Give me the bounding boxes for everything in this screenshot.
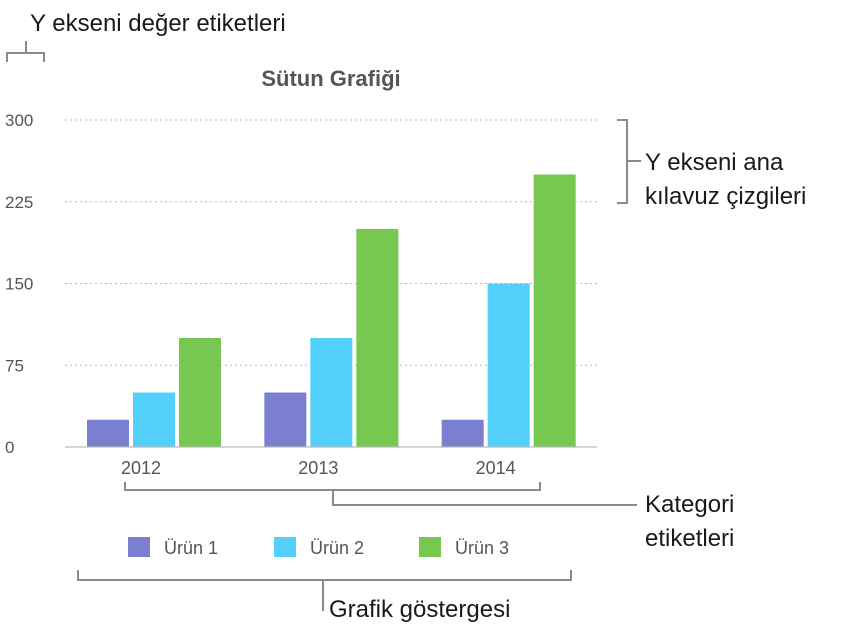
legend-label-series-1: Ürün 1 (164, 538, 218, 558)
bar-2012-series-3 (179, 338, 221, 447)
y-tick-label: 225 (5, 193, 33, 212)
legend-swatch-series-1 (128, 537, 150, 557)
legend-swatch-series-2 (274, 537, 296, 557)
bar-2014-series-1 (441, 419, 484, 447)
callout-legend-bracket (77, 570, 572, 611)
category-label: 2012 (121, 458, 161, 478)
legend-label-series-2: Ürün 2 (310, 538, 364, 558)
x-axis-category-labels: 2012 2013 2014 (121, 458, 516, 478)
bar-2013-series-2 (310, 338, 353, 447)
bar-2014-series-2 (487, 283, 530, 447)
category-label: 2014 (476, 458, 516, 478)
callout-gridlines-line1: Y ekseni ana (645, 149, 784, 176)
chart-title: Sütun Grafiği (261, 66, 400, 91)
legend-label-series-3: Ürün 3 (455, 538, 509, 558)
bar-2012-series-2 (133, 392, 175, 447)
bar-2014-series-3 (533, 174, 576, 447)
y-tick-label: 300 (5, 111, 33, 130)
callout-gridlines-bracket (617, 119, 641, 204)
bar-2013-series-3 (356, 229, 399, 447)
callout-category-line1: Kategori (645, 491, 734, 518)
chart-legend: Ürün 1 Ürün 2 Ürün 3 (128, 537, 509, 558)
legend-swatch-series-3 (419, 537, 441, 557)
y-axis-tick-labels: 0 75 150 225 300 (5, 111, 33, 457)
bars (87, 174, 576, 447)
callout-gridlines-line2: kılavuz çizgileri (645, 183, 806, 210)
bar-2012-series-1 (87, 419, 129, 447)
y-tick-label: 150 (5, 275, 33, 294)
callout-legend: Grafik göstergesi (329, 596, 510, 623)
y-tick-label: 0 (5, 438, 14, 457)
callout-y-axis-bracket (6, 41, 45, 62)
callout-category-line2: etiketleri (645, 525, 734, 552)
callout-y-axis-value-labels: Y ekseni değer etiketleri (30, 10, 286, 37)
bar-2013-series-1 (264, 392, 307, 447)
y-tick-label: 75 (5, 356, 24, 375)
callout-category-bracket (124, 482, 637, 506)
category-label: 2013 (298, 458, 338, 478)
